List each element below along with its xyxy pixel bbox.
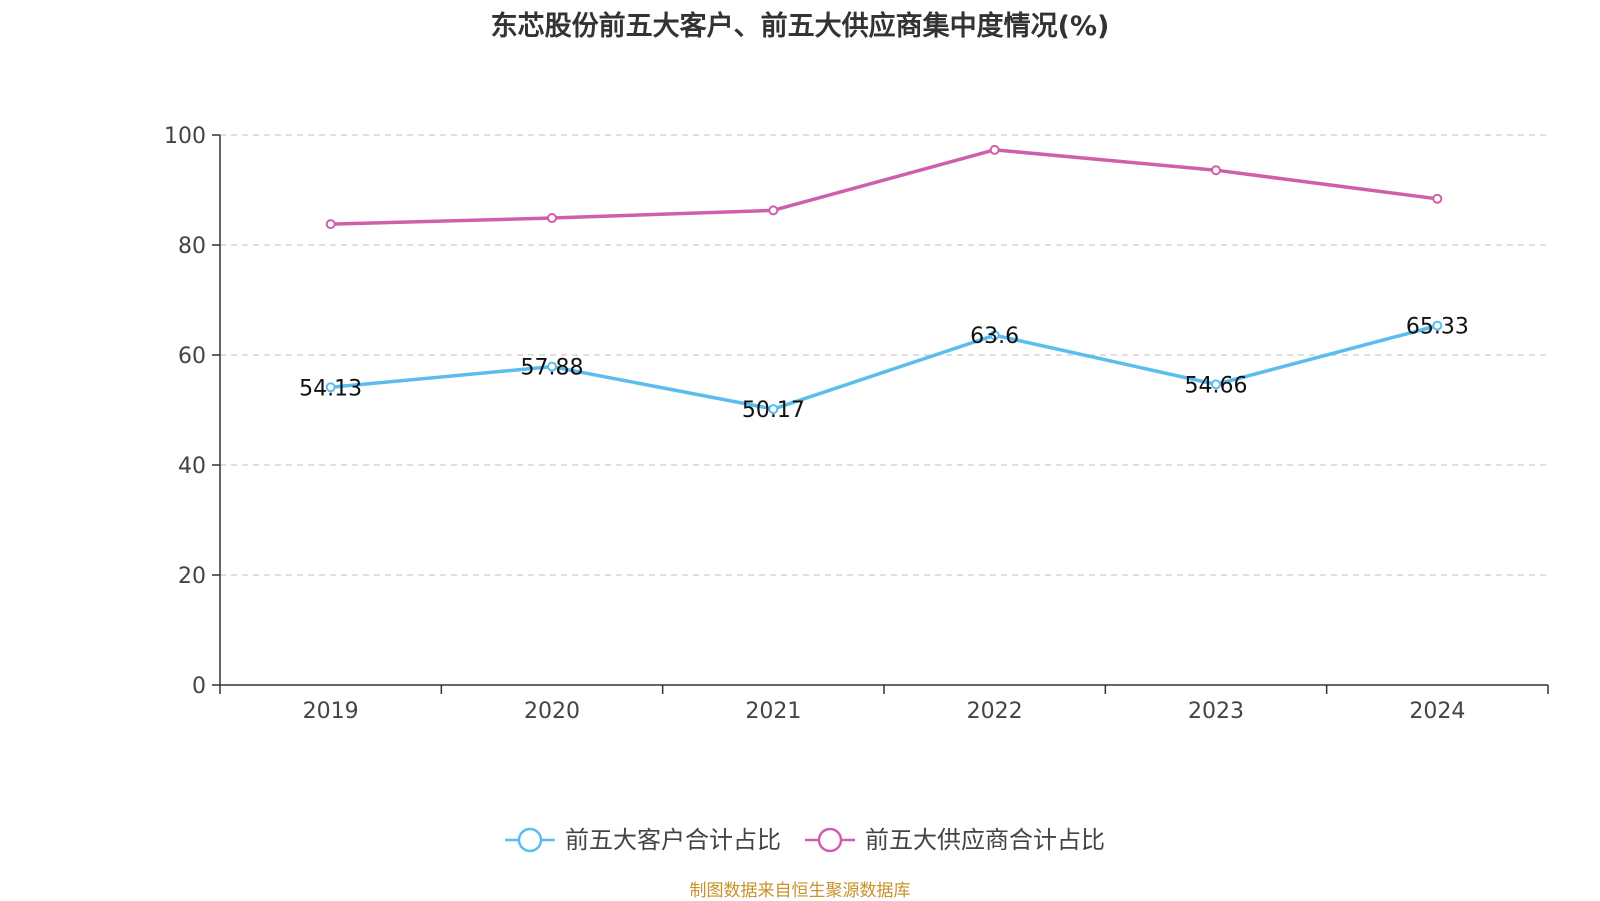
source-note: 制图数据来自恒生聚源数据库 — [689, 881, 911, 901]
data-point — [989, 330, 1000, 341]
data-point — [547, 213, 557, 224]
data-point — [1211, 165, 1221, 176]
x-tick-label: 2019 — [303, 699, 359, 724]
x-tick-label: 2021 — [745, 699, 801, 724]
data-label: 54.13 — [299, 376, 362, 401]
legend-item-1[interactable]: 前五大客户合计占比 — [505, 826, 781, 854]
data-point — [768, 205, 779, 216]
data-point — [1211, 379, 1221, 390]
series-line-1 — [330, 323, 1438, 411]
x-tick-label: 2020 — [524, 699, 580, 724]
data-point — [325, 219, 336, 230]
grid-lines — [220, 134, 1548, 576]
y-tick-label: 100 — [164, 124, 206, 149]
axes — [219, 135, 1548, 686]
y-tick-label: 60 — [178, 344, 206, 369]
data-point — [768, 404, 779, 415]
data-label: 65.33 — [1406, 315, 1469, 340]
x-tick-label: 2024 — [1409, 699, 1465, 724]
data-label: 54.66 — [1185, 373, 1248, 398]
data-point — [325, 382, 336, 393]
legend-label: 前五大客户合计占比 — [565, 826, 781, 854]
x-tick-label: 2022 — [967, 699, 1023, 724]
legend-label: 前五大供应商合计占比 — [865, 826, 1105, 854]
legend-marker-icon — [817, 827, 843, 853]
data-label: 57.88 — [521, 356, 584, 381]
data-labels: 54.13 57.88 50.17 63.6 54.66 65.33 — [299, 315, 1469, 423]
series-line-2 — [330, 148, 1438, 226]
y-tick-label: 80 — [178, 234, 206, 259]
y-tick-label: 40 — [178, 454, 206, 479]
data-point — [1432, 193, 1443, 204]
legend-item-2[interactable]: 前五大供应商合计占比 — [805, 826, 1105, 854]
legend: 前五大客户合计占比 前五大供应商合计占比 — [505, 826, 1105, 854]
y-tick-label: 20 — [178, 564, 206, 589]
y-tick-label: 0 — [192, 674, 206, 699]
x-tick-label: 2023 — [1188, 699, 1244, 724]
legend-marker-icon — [517, 827, 543, 853]
x-axis-ticks: 2019 2020 2021 2022 2023 2024 — [219, 685, 1549, 724]
chart-title: 东芯股份前五大客户、前五大供应商集中度情况(%) — [490, 11, 1110, 42]
data-point — [1432, 320, 1443, 331]
data-label: 50.17 — [742, 398, 805, 423]
data-point — [547, 361, 557, 372]
y-axis-ticks: 0 20 40 60 80 100 — [164, 124, 220, 699]
data-point — [989, 144, 1000, 155]
data-label: 63.6 — [970, 324, 1019, 349]
series-group — [325, 144, 1443, 415]
